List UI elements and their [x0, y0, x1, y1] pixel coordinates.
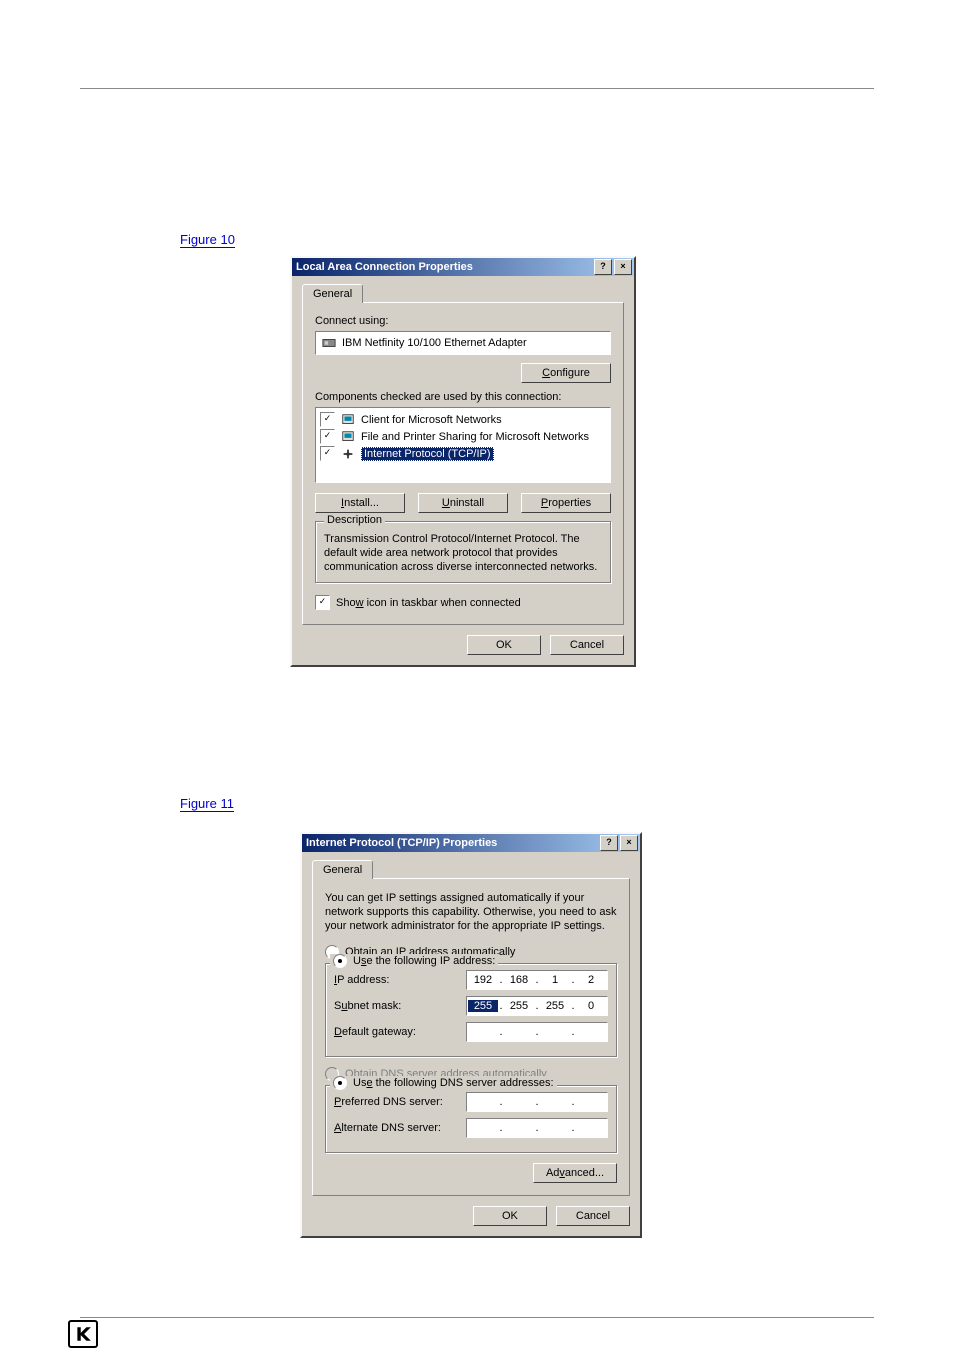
uninstall-button[interactable]: Uninstall [418, 493, 508, 513]
ip-octet[interactable]: 255 [468, 1000, 498, 1012]
use-dns-label: Use the following DNS server addresses: [353, 1077, 554, 1089]
preferred-dns-field[interactable]: ... [466, 1092, 608, 1112]
titlebar: Local Area Connection Properties ? × [292, 258, 634, 276]
help-button[interactable]: ? [594, 259, 612, 275]
component-item[interactable]: ✓ File and Printer Sharing for Microsoft… [320, 429, 606, 444]
ip-octet[interactable]: 255 [504, 1000, 534, 1012]
show-icon-label: Show icon in taskbar when connected [336, 597, 521, 609]
alternate-dns-field[interactable]: ... [466, 1118, 608, 1138]
tab-general[interactable]: General [302, 284, 363, 303]
radio-use-following[interactable] [333, 954, 347, 968]
subnet-mask-field[interactable]: 255. 255. 255. 0 [466, 996, 608, 1016]
preferred-dns-label: Preferred DNS server: [334, 1096, 466, 1108]
ok-button[interactable]: OK [467, 635, 541, 655]
ip-octet[interactable]: 168 [504, 974, 534, 986]
alternate-dns-label: Alternate DNS server: [334, 1122, 466, 1134]
client-icon [341, 413, 355, 427]
ok-button[interactable]: OK [473, 1206, 547, 1226]
install-button[interactable]: Install... [315, 493, 405, 513]
ip-octet[interactable]: 2 [576, 974, 606, 986]
share-icon [341, 430, 355, 444]
description-title: Description [324, 514, 385, 526]
cancel-button[interactable]: Cancel [550, 635, 624, 655]
gateway-label: Default gateway: [334, 1026, 466, 1038]
ip-octet[interactable]: 255 [540, 1000, 570, 1012]
dns-settings-group: Use the following DNS server addresses: … [325, 1085, 617, 1153]
tcpip-properties-dialog: Internet Protocol (TCP/IP) Properties ? … [300, 832, 642, 1238]
properties-button[interactable]: Properties [521, 493, 611, 513]
figure-ref-2[interactable]: Figure 11 [180, 796, 234, 812]
local-area-connection-dialog: Local Area Connection Properties ? × Gen… [290, 256, 636, 667]
intro-text: You can get IP settings assigned automat… [325, 891, 617, 933]
adapter-name: IBM Netfinity 10/100 Ethernet Adapter [342, 337, 527, 349]
checkbox-icon[interactable]: ✓ [320, 446, 335, 461]
component-item[interactable]: ✓ Client for Microsoft Networks [320, 412, 606, 427]
bottom-rule [80, 1317, 874, 1318]
protocol-icon [341, 447, 355, 461]
ip-octet[interactable]: 192 [468, 974, 498, 986]
description-text: Transmission Control Protocol/Internet P… [324, 532, 602, 574]
ip-octet[interactable]: 1 [540, 974, 570, 986]
component-item[interactable]: ✓ Internet Protocol (TCP/IP) [320, 446, 606, 461]
checkbox-icon[interactable]: ✓ [320, 412, 335, 427]
ip-address-label: IP address: [334, 974, 466, 986]
description-group: Description Transmission Control Protoco… [315, 521, 611, 583]
use-following-label: Use the following IP address: [353, 955, 495, 967]
titlebar: Internet Protocol (TCP/IP) Properties ? … [302, 834, 640, 852]
help-button[interactable]: ? [600, 835, 618, 851]
show-icon-checkbox[interactable]: ✓ [315, 595, 330, 610]
close-button[interactable]: × [614, 259, 632, 275]
ip-address-field[interactable]: 192. 168. 1. 2 [466, 970, 608, 990]
kramer-logo [68, 1320, 98, 1348]
components-list[interactable]: ✓ Client for Microsoft Networks ✓ File a… [315, 407, 611, 483]
component-label: File and Printer Sharing for Microsoft N… [361, 431, 589, 443]
configure-button[interactable]: Configure [521, 363, 611, 383]
component-label-selected: Internet Protocol (TCP/IP) [361, 447, 494, 461]
radio-use-dns[interactable] [333, 1076, 347, 1090]
adapter-icon [322, 336, 336, 350]
checkbox-icon[interactable]: ✓ [320, 429, 335, 444]
top-rule [80, 88, 874, 89]
window-title: Internet Protocol (TCP/IP) Properties [306, 837, 497, 849]
component-label: Client for Microsoft Networks [361, 414, 502, 426]
close-button[interactable]: × [620, 835, 638, 851]
gateway-field[interactable]: . . . [466, 1022, 608, 1042]
figure-ref-1[interactable]: Figure 10 [180, 232, 235, 248]
connect-using-label: Connect using: [315, 315, 611, 327]
tab-general[interactable]: General [312, 860, 373, 879]
advanced-button[interactable]: Advanced... [533, 1163, 617, 1183]
subnet-mask-label: Subnet mask: [334, 1000, 466, 1012]
ip-octet[interactable]: 0 [576, 1000, 606, 1012]
ip-settings-group: Use the following IP address: IP address… [325, 963, 617, 1057]
window-title: Local Area Connection Properties [296, 261, 473, 273]
adapter-field: IBM Netfinity 10/100 Ethernet Adapter [315, 331, 611, 355]
components-label: Components checked are used by this conn… [315, 391, 611, 403]
cancel-button[interactable]: Cancel [556, 1206, 630, 1226]
